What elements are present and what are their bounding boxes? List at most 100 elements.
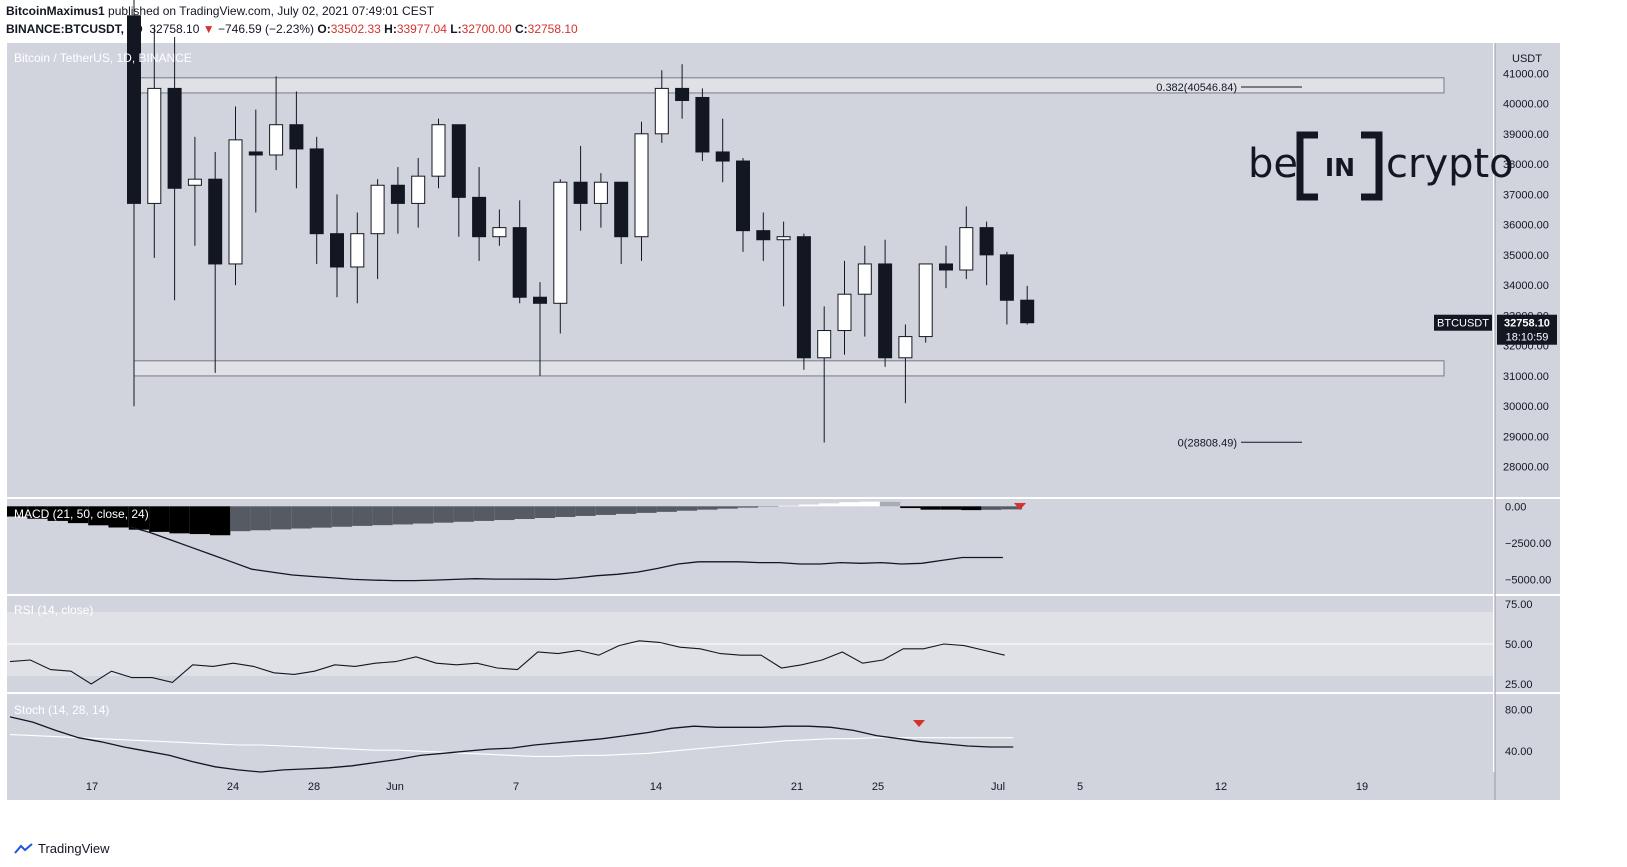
- rsi-tick-label: 50.00: [1505, 639, 1533, 651]
- fib-level-label: 0.382(40546.84): [1156, 82, 1237, 94]
- candle-body: [411, 175, 426, 204]
- macd-histogram-bar: [67, 506, 89, 524]
- time-tick-label: 21: [791, 781, 803, 793]
- candle-body: [695, 96, 710, 153]
- time-tick-label: 17: [86, 781, 98, 793]
- macd-histogram-bar: [230, 506, 251, 532]
- candle-body: [127, 15, 141, 204]
- time-tick-label: 28: [308, 781, 320, 793]
- macd-histogram-bar: [595, 506, 616, 515]
- price-tick-label: 41000.00: [1503, 68, 1549, 80]
- stoch-title: Stoch (14, 28, 14): [14, 703, 109, 717]
- candle-body: [248, 151, 263, 156]
- logo-text-be: be: [1248, 141, 1298, 187]
- symbol-label: BINANCE:BTCUSDT, 1D: [6, 22, 143, 36]
- stoch-d-line: [9, 734, 1014, 757]
- macd-histogram-bar: [920, 506, 941, 510]
- time-tick-label: Jul: [991, 781, 1005, 793]
- candle-body: [736, 160, 750, 232]
- candle-body: [918, 263, 933, 338]
- support-resistance-zone: [133, 77, 1445, 94]
- macd-histogram-bar: [656, 506, 677, 512]
- rsi-tick-label: 75.00: [1505, 599, 1533, 611]
- macd-histogram-bar: [819, 503, 840, 507]
- candle-body: [634, 133, 649, 238]
- macd-histogram-bar: [453, 506, 474, 522]
- macd-histogram-bar: [616, 506, 637, 514]
- time-tick-label: 25: [872, 781, 884, 793]
- publish-info: BitcoinMaximus1 published on TradingView…: [6, 4, 434, 18]
- high-value: 33977.04: [396, 22, 447, 36]
- candle-body: [898, 336, 913, 359]
- symbol-tag: BTCUSDT: [1437, 318, 1489, 330]
- stoch-signal-arrow-icon: [913, 720, 925, 727]
- candle-body: [269, 124, 284, 156]
- price-tick-label: 31000.00: [1503, 371, 1549, 383]
- logo-bracket-left: [1296, 131, 1318, 201]
- logo-text-in: IN: [1325, 153, 1355, 182]
- macd-histogram-bar: [636, 506, 657, 513]
- macd-histogram-bar: [514, 506, 535, 520]
- pane-background: [7, 43, 1493, 497]
- time-tick-label: 5: [1077, 781, 1083, 793]
- macd-histogram-bar: [494, 506, 515, 521]
- macd-histogram-bar: [879, 501, 901, 507]
- macd-histogram-bar: [27, 506, 48, 519]
- candle-body: [675, 87, 690, 102]
- candle-body: [370, 184, 385, 235]
- candle-body: [451, 124, 466, 198]
- rsi-title: RSI (14, close): [14, 603, 93, 617]
- macd-histogram-bar: [108, 506, 129, 528]
- last-price-tag: 32758.10: [1504, 318, 1550, 330]
- macd-histogram-bar: [169, 506, 190, 534]
- macd-histogram-bar: [250, 506, 271, 531]
- candle-body: [553, 181, 568, 304]
- chart-title: Bitcoin / TetherUS, 1D, BINANCE: [14, 51, 192, 65]
- candle-body: [1020, 299, 1035, 324]
- rsi-tick-label: 25.00: [1505, 679, 1533, 691]
- author-name[interactable]: BitcoinMaximus1: [6, 4, 105, 18]
- macd-histogram-bar: [291, 506, 312, 529]
- macd-histogram-bar: [7, 506, 28, 517]
- macd-tick-label: −5000.00: [1505, 574, 1551, 586]
- candle-body: [350, 233, 365, 268]
- price-tick-label: 39000.00: [1503, 129, 1549, 141]
- candle-body: [330, 233, 344, 268]
- macd-histogram-bar: [149, 506, 170, 532]
- time-axis-background: [7, 772, 1560, 800]
- time-tick-label: 7: [513, 781, 519, 793]
- beincrypto-logo: be IN crypto: [1248, 131, 1514, 201]
- macd-histogram-bar: [859, 501, 880, 507]
- axis-background: [1495, 43, 1560, 497]
- rsi-line: [9, 640, 1005, 685]
- macd-histogram-bar: [900, 506, 921, 509]
- candle-body: [390, 184, 405, 204]
- price-tick-label: 35000.00: [1503, 250, 1549, 262]
- axis-background: [1495, 694, 1560, 772]
- time-tick-label: 24: [227, 781, 239, 793]
- price-change: −746.59 (−2.23%): [217, 22, 315, 36]
- tradingview-footer[interactable]: TradingView: [14, 841, 110, 856]
- macd-histogram-bar: [311, 506, 332, 528]
- stoch-k-line: [9, 716, 1014, 773]
- macd-histogram-bar: [940, 506, 962, 510]
- candle-body: [289, 124, 304, 150]
- macd-histogram-bar: [473, 506, 495, 521]
- macd-histogram-bar: [798, 504, 819, 507]
- macd-histogram-bar: [676, 506, 698, 511]
- bar-countdown: 18:10:59: [1506, 332, 1549, 344]
- candle-body: [533, 296, 547, 304]
- fib-level-label: 0(28808.49): [1178, 437, 1237, 449]
- candle-body: [492, 227, 507, 238]
- open-label: O:: [317, 22, 331, 36]
- price-tick-label: 40000.00: [1503, 99, 1549, 111]
- candle-body: [999, 254, 1014, 301]
- time-tick-label: Jun: [386, 781, 404, 793]
- macd-histogram-bar: [88, 506, 109, 526]
- macd-histogram-bar: [981, 506, 1002, 510]
- candle-body: [878, 263, 893, 359]
- candle-body: [573, 181, 588, 204]
- macd-histogram-bar: [737, 506, 759, 508]
- candle-body: [187, 178, 202, 186]
